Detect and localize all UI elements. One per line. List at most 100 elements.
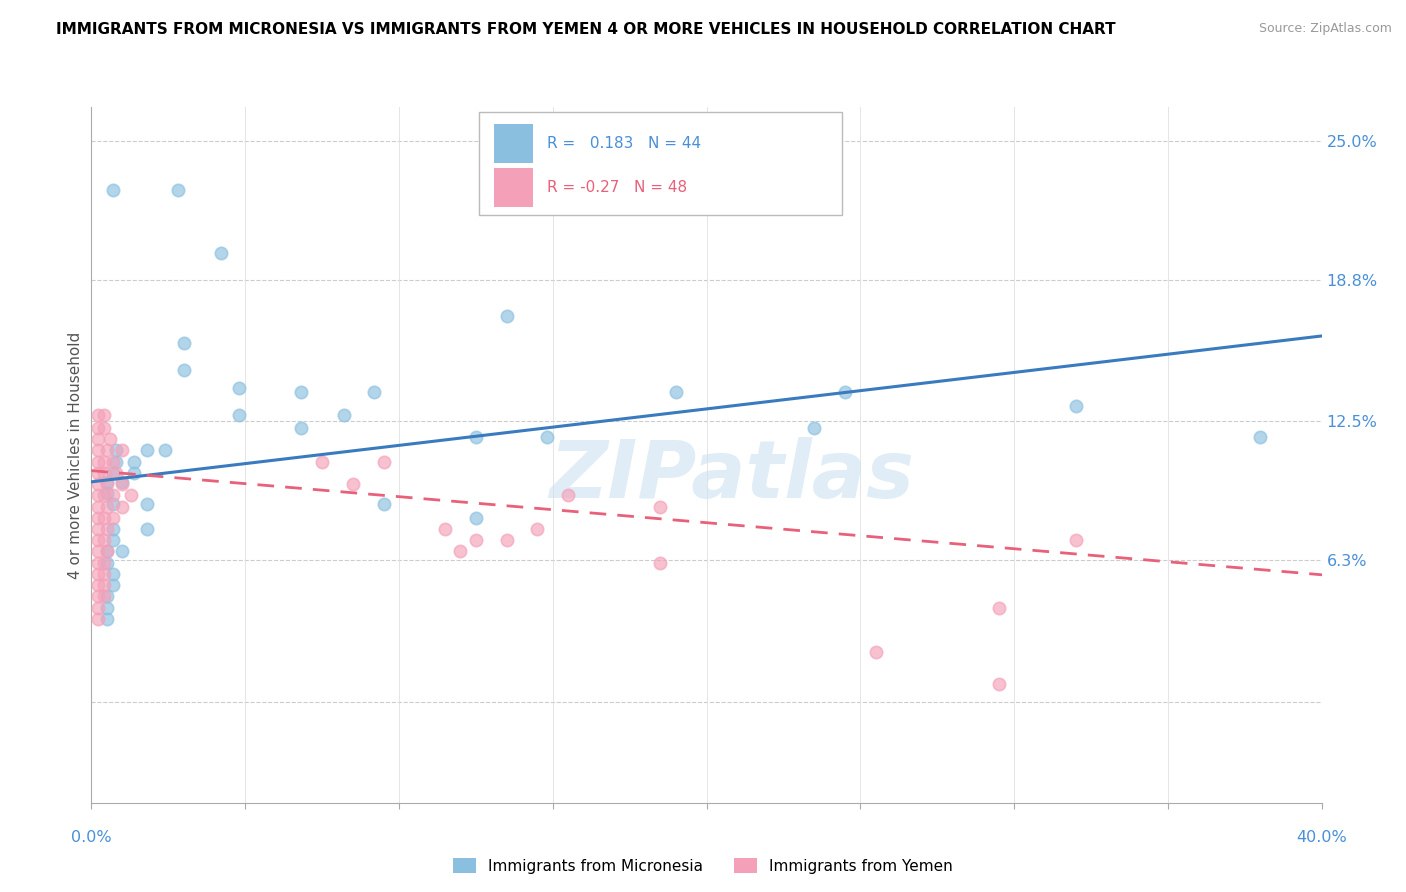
Point bbox=[86, 522, 108, 536]
Point bbox=[86, 600, 108, 615]
Point bbox=[464, 510, 486, 524]
Point bbox=[332, 408, 354, 422]
Point bbox=[86, 612, 108, 626]
Point bbox=[135, 522, 157, 536]
Point bbox=[464, 533, 486, 548]
Point bbox=[228, 381, 250, 395]
Text: IMMIGRANTS FROM MICRONESIA VS IMMIGRANTS FROM YEMEN 4 OR MORE VEHICLES IN HOUSEH: IMMIGRANTS FROM MICRONESIA VS IMMIGRANTS… bbox=[56, 22, 1116, 37]
Point bbox=[650, 556, 672, 570]
Point bbox=[665, 385, 688, 400]
Point bbox=[987, 677, 1010, 691]
Point bbox=[865, 645, 887, 659]
Point bbox=[105, 455, 127, 469]
Point bbox=[93, 466, 115, 480]
Point bbox=[86, 408, 108, 422]
Point bbox=[290, 421, 312, 435]
Point bbox=[93, 455, 115, 469]
Text: R =   0.183   N = 44: R = 0.183 N = 44 bbox=[547, 136, 700, 151]
Point bbox=[86, 556, 108, 570]
Point bbox=[120, 488, 142, 502]
Point bbox=[93, 556, 115, 570]
Point bbox=[1064, 399, 1087, 413]
Point bbox=[449, 544, 471, 558]
Point bbox=[111, 477, 134, 491]
Point bbox=[311, 455, 333, 469]
Point bbox=[536, 430, 558, 444]
Point bbox=[86, 443, 108, 458]
Point bbox=[557, 488, 579, 502]
Point bbox=[342, 477, 364, 491]
Point bbox=[96, 477, 118, 491]
Point bbox=[1249, 430, 1271, 444]
Point bbox=[111, 443, 134, 458]
Point bbox=[98, 432, 121, 446]
Point bbox=[124, 466, 146, 480]
Point bbox=[101, 183, 124, 197]
Text: R = -0.27   N = 48: R = -0.27 N = 48 bbox=[547, 179, 686, 194]
Point bbox=[101, 510, 124, 524]
Point bbox=[96, 522, 118, 536]
Point bbox=[101, 522, 124, 536]
Point bbox=[153, 443, 177, 458]
Point bbox=[135, 443, 157, 458]
Point bbox=[86, 566, 108, 581]
Point bbox=[93, 533, 115, 548]
Point bbox=[105, 466, 127, 480]
Point bbox=[93, 510, 115, 524]
Point bbox=[101, 578, 124, 592]
Text: Source: ZipAtlas.com: Source: ZipAtlas.com bbox=[1258, 22, 1392, 36]
Point bbox=[290, 385, 312, 400]
Point bbox=[101, 497, 124, 511]
Point bbox=[93, 566, 115, 581]
Point bbox=[86, 510, 108, 524]
Point bbox=[86, 488, 108, 502]
Point bbox=[124, 455, 146, 469]
Point bbox=[96, 612, 118, 626]
Text: 0.0%: 0.0% bbox=[72, 830, 111, 845]
Point bbox=[464, 430, 486, 444]
Point bbox=[96, 475, 118, 489]
Point bbox=[373, 455, 395, 469]
Point bbox=[101, 533, 124, 548]
Point bbox=[86, 466, 108, 480]
Point bbox=[96, 590, 118, 604]
Point bbox=[987, 600, 1010, 615]
Legend: Immigrants from Micronesia, Immigrants from Yemen: Immigrants from Micronesia, Immigrants f… bbox=[447, 852, 959, 880]
Point bbox=[101, 488, 124, 502]
Point bbox=[96, 544, 118, 558]
Point bbox=[209, 246, 232, 260]
Point bbox=[495, 533, 517, 548]
Point bbox=[105, 443, 127, 458]
Point bbox=[434, 522, 457, 536]
Point bbox=[93, 488, 115, 502]
Point bbox=[803, 421, 825, 435]
Point bbox=[96, 544, 118, 558]
FancyBboxPatch shape bbox=[494, 169, 533, 207]
Point bbox=[166, 183, 188, 197]
Text: ZIPatlas: ZIPatlas bbox=[548, 437, 914, 515]
Y-axis label: 4 or more Vehicles in Household: 4 or more Vehicles in Household bbox=[67, 331, 83, 579]
Point bbox=[363, 385, 385, 400]
Point bbox=[526, 522, 548, 536]
Point bbox=[1064, 533, 1087, 548]
Text: 40.0%: 40.0% bbox=[1296, 830, 1347, 845]
Point bbox=[96, 556, 118, 570]
Point bbox=[96, 600, 118, 615]
Point bbox=[86, 455, 108, 469]
Point bbox=[111, 475, 134, 489]
Point bbox=[96, 500, 118, 514]
Point bbox=[101, 455, 124, 469]
Point bbox=[173, 335, 195, 350]
Point bbox=[93, 590, 115, 604]
Point bbox=[111, 544, 134, 558]
Point bbox=[86, 590, 108, 604]
Point bbox=[101, 466, 124, 480]
Point bbox=[173, 362, 195, 376]
Point bbox=[373, 497, 395, 511]
Point bbox=[495, 309, 517, 323]
Point bbox=[86, 421, 108, 435]
FancyBboxPatch shape bbox=[479, 112, 842, 215]
Point bbox=[86, 477, 108, 491]
Point bbox=[86, 500, 108, 514]
Point bbox=[86, 578, 108, 592]
